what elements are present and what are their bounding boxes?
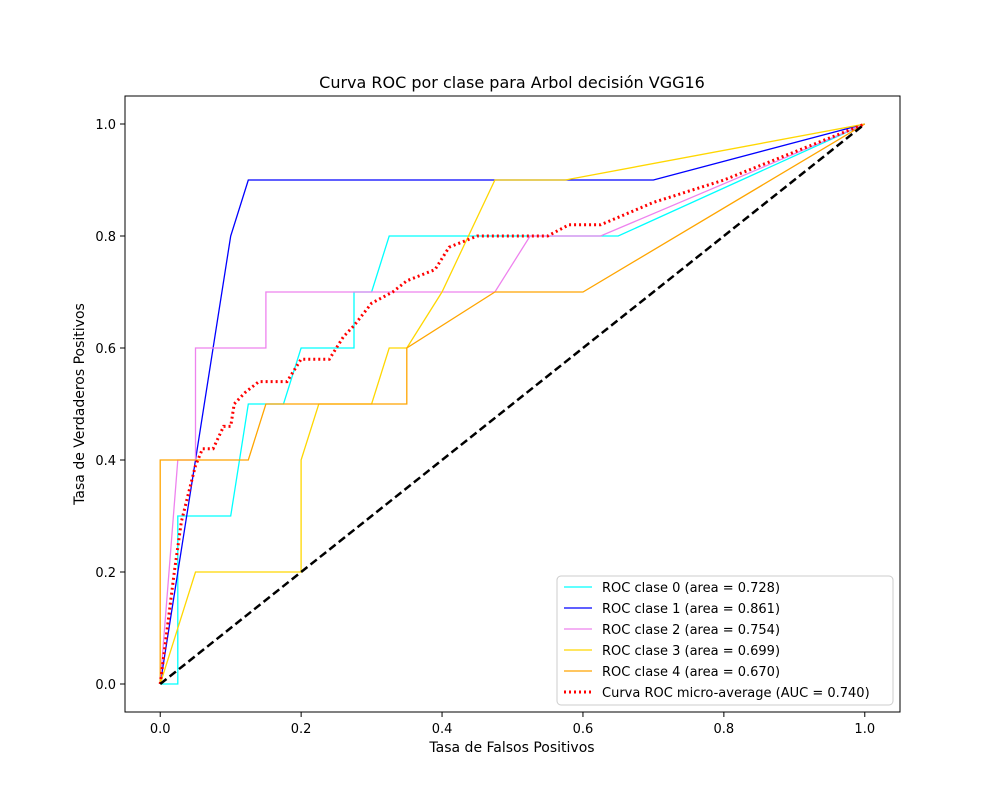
x-axis-label: Tasa de Falsos Positivos xyxy=(428,740,594,756)
legend-label-1: ROC clase 1 (area = 0.861) xyxy=(602,602,780,617)
reference-diagonal-line xyxy=(159,123,866,685)
legend-box xyxy=(556,575,894,706)
y-tick-label: 0.4 xyxy=(95,454,116,469)
y-axis-ticks: 0.0 0.2 0.4 0.6 0.8 1.0 xyxy=(95,118,125,693)
series-line-4 xyxy=(159,123,866,684)
y-tick-label: 0.2 xyxy=(95,566,116,581)
series-line-3 xyxy=(159,123,865,685)
x-axis-ticks: 0.0 0.2 0.4 0.6 0.8 1.0 xyxy=(150,712,875,737)
legend-label-5: Curva ROC micro-average (AUC = 0.740) xyxy=(602,686,870,701)
series-line-5 xyxy=(158,122,866,685)
y-tick-label: 0.6 xyxy=(95,342,116,357)
x-tick-label: 1.0 xyxy=(854,722,875,737)
x-tick-label: 0.2 xyxy=(291,722,312,737)
legend-label-3: ROC clase 3 (area = 0.699) xyxy=(602,644,780,659)
legend-label-4: ROC clase 4 (area = 0.670) xyxy=(602,665,780,680)
legend-label-0: ROC clase 0 (area = 0.728) xyxy=(602,581,780,596)
plot-area-frame xyxy=(124,95,901,713)
x-tick-label: 0.4 xyxy=(432,722,453,737)
x-tick-label: 0.6 xyxy=(573,722,594,737)
y-tick-label: 1.0 xyxy=(95,118,116,133)
chart-title: Curva ROC por clase para Arbol decisión … xyxy=(319,73,705,92)
x-tick-label: 0.8 xyxy=(714,722,735,737)
chart-legend: ROC clase 0 (area = 0.728) ROC clase 1 (a… xyxy=(556,575,894,706)
x-tick-label: 0.0 xyxy=(150,722,171,737)
series-line-1 xyxy=(159,123,865,685)
y-tick-label: 0.0 xyxy=(95,678,116,693)
legend-label-2: ROC clase 2 (area = 0.754) xyxy=(602,623,780,638)
y-tick-label: 0.8 xyxy=(95,230,116,245)
y-axis-label: Tasa de Verdaderos Positivos xyxy=(72,303,88,506)
